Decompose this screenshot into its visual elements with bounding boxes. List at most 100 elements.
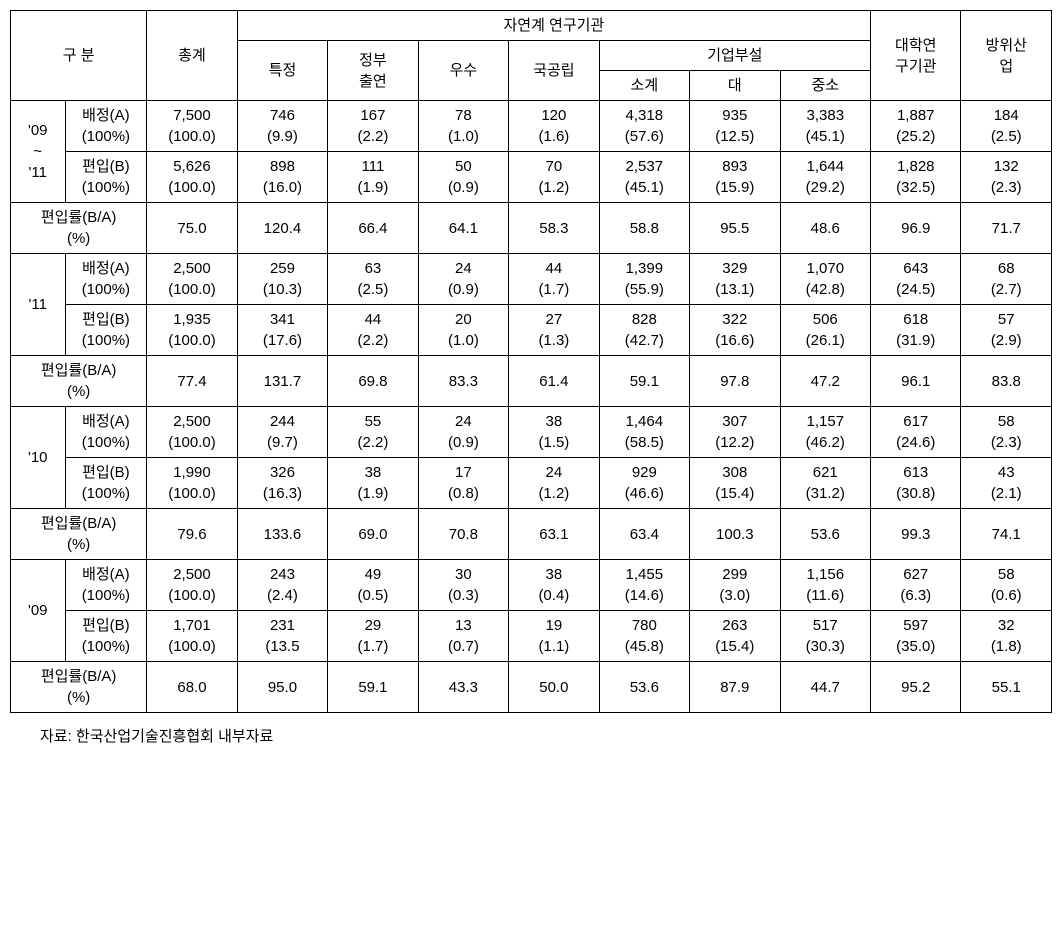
- table-row: '11 배정(A)(100%) 2,500(100.0) 259(10.3) 6…: [11, 254, 1052, 305]
- data-cell: 43.3: [418, 662, 508, 713]
- data-cell: 1,701(100.0): [147, 611, 237, 662]
- data-cell: 83.8: [961, 356, 1052, 407]
- data-cell: 100.3: [690, 509, 780, 560]
- data-cell: 893(15.9): [690, 152, 780, 203]
- data-cell: 24(0.9): [418, 254, 508, 305]
- data-cell: 50(0.9): [418, 152, 508, 203]
- year-label: '09~'11: [11, 101, 66, 203]
- data-cell: 38(0.4): [509, 560, 599, 611]
- data-cell: 69.8: [328, 356, 418, 407]
- data-cell: 77.4: [147, 356, 237, 407]
- data-cell: 120.4: [237, 203, 327, 254]
- data-cell: 111(1.9): [328, 152, 418, 203]
- data-cell: 63(2.5): [328, 254, 418, 305]
- data-cell: 71.7: [961, 203, 1052, 254]
- data-cell: 19(1.1): [509, 611, 599, 662]
- data-cell: 617(24.6): [871, 407, 961, 458]
- header-total: 총계: [147, 11, 237, 101]
- table-row: 편입률(B/A)(%) 68.0 95.0 59.1 43.3 50.0 53.…: [11, 662, 1052, 713]
- header-excellent: 우수: [418, 41, 508, 101]
- data-cell: 506(26.1): [780, 305, 870, 356]
- data-cell: 57(2.9): [961, 305, 1052, 356]
- data-cell: 1,990(100.0): [147, 458, 237, 509]
- data-cell: 43(2.1): [961, 458, 1052, 509]
- data-cell: 55.1: [961, 662, 1052, 713]
- data-cell: 307(12.2): [690, 407, 780, 458]
- year-label: '11: [11, 254, 66, 356]
- table-row: 편입(B)(100%) 1,701(100.0) 231(13.5 29(1.7…: [11, 611, 1052, 662]
- data-cell: 79.6: [147, 509, 237, 560]
- data-cell: 5,626(100.0): [147, 152, 237, 203]
- table-row: 편입률(B/A)(%) 75.0 120.4 66.4 64.1 58.3 58…: [11, 203, 1052, 254]
- data-cell: 1,887(25.2): [871, 101, 961, 152]
- data-cell: 299(3.0): [690, 560, 780, 611]
- data-cell: 50.0: [509, 662, 599, 713]
- data-cell: 29(1.7): [328, 611, 418, 662]
- data-cell: 131.7: [237, 356, 327, 407]
- data-cell: 132(2.3): [961, 152, 1052, 203]
- data-cell: 341(17.6): [237, 305, 327, 356]
- data-cell: 231(13.5: [237, 611, 327, 662]
- data-cell: 59.1: [328, 662, 418, 713]
- data-cell: 38(1.5): [509, 407, 599, 458]
- header-univ-inst: 대학연구기관: [871, 11, 961, 101]
- data-cell: 96.9: [871, 203, 961, 254]
- table-row: 편입률(B/A)(%) 77.4 131.7 69.8 83.3 61.4 59…: [11, 356, 1052, 407]
- table-row: '09~'11 배정(A)(100%) 7,500(100.0) 746(9.9…: [11, 101, 1052, 152]
- data-cell: 24(1.2): [509, 458, 599, 509]
- data-cell: 68(2.7): [961, 254, 1052, 305]
- data-cell: 1,156(11.6): [780, 560, 870, 611]
- data-cell: 97.8: [690, 356, 780, 407]
- data-cell: 935(12.5): [690, 101, 780, 152]
- data-cell: 243(2.4): [237, 560, 327, 611]
- data-cell: 1,455(14.6): [599, 560, 689, 611]
- data-cell: 95.5: [690, 203, 780, 254]
- data-cell: 20(1.0): [418, 305, 508, 356]
- data-cell: 167(2.2): [328, 101, 418, 152]
- data-cell: 70(1.2): [509, 152, 599, 203]
- type-label: 편입(B)(100%): [65, 458, 147, 509]
- data-cell: 78(1.0): [418, 101, 508, 152]
- header-defense: 방위산업: [961, 11, 1052, 101]
- data-cell: 95.0: [237, 662, 327, 713]
- data-cell: 17(0.8): [418, 458, 508, 509]
- data-cell: 58.3: [509, 203, 599, 254]
- data-cell: 322(16.6): [690, 305, 780, 356]
- data-cell: 53.6: [780, 509, 870, 560]
- data-cell: 74.1: [961, 509, 1052, 560]
- data-cell: 2,500(100.0): [147, 407, 237, 458]
- type-label: 편입(B)(100%): [65, 305, 147, 356]
- data-cell: 75.0: [147, 203, 237, 254]
- data-cell: 326(16.3): [237, 458, 327, 509]
- header-gov-funded: 정부출연: [328, 41, 418, 101]
- data-cell: 263(15.4): [690, 611, 780, 662]
- data-cell: 1,157(46.2): [780, 407, 870, 458]
- data-cell: 13(0.7): [418, 611, 508, 662]
- data-cell: 1,935(100.0): [147, 305, 237, 356]
- rate-label: 편입률(B/A)(%): [11, 662, 147, 713]
- data-cell: 259(10.3): [237, 254, 327, 305]
- data-cell: 780(45.8): [599, 611, 689, 662]
- header-corp-affiliated: 기업부설: [599, 41, 870, 71]
- data-cell: 627(6.3): [871, 560, 961, 611]
- data-cell: 244(9.7): [237, 407, 327, 458]
- data-cell: 2,537(45.1): [599, 152, 689, 203]
- header-gubun: 구 분: [11, 11, 147, 101]
- data-cell: 621(31.2): [780, 458, 870, 509]
- data-cell: 96.1: [871, 356, 961, 407]
- data-cell: 69.0: [328, 509, 418, 560]
- table-header: 구 분 총계 자연계 연구기관 대학연구기관 방위산업 특정 정부출연 우수 국…: [11, 11, 1052, 101]
- table-row: 편입(B)(100%) 1,990(100.0) 326(16.3) 38(1.…: [11, 458, 1052, 509]
- data-cell: 2,500(100.0): [147, 254, 237, 305]
- data-cell: 48.6: [780, 203, 870, 254]
- data-cell: 44.7: [780, 662, 870, 713]
- data-cell: 133.6: [237, 509, 327, 560]
- type-label: 배정(A)(100%): [65, 254, 147, 305]
- type-label: 편입(B)(100%): [65, 611, 147, 662]
- research-allocation-table: 구 분 총계 자연계 연구기관 대학연구기관 방위산업 특정 정부출연 우수 국…: [10, 10, 1052, 713]
- type-label: 배정(A)(100%): [65, 407, 147, 458]
- table-row: '09 배정(A)(100%) 2,500(100.0) 243(2.4) 49…: [11, 560, 1052, 611]
- data-cell: 929(46.6): [599, 458, 689, 509]
- data-cell: 63.4: [599, 509, 689, 560]
- data-cell: 47.2: [780, 356, 870, 407]
